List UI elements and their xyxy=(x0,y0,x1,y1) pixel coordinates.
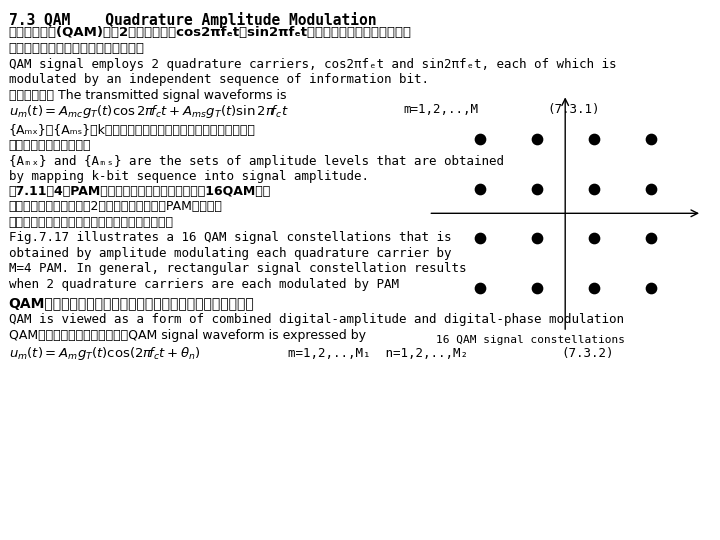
Text: {Aₘₓ}と{Aₘₛ}はkビット系列を信号の振幅にマッピングして獲: {Aₘₓ}と{Aₘₛ}はkビット系列を信号の振幅にマッピングして獲 xyxy=(9,124,256,137)
Point xyxy=(474,134,485,143)
Text: m=1,2,..,M₁  n=1,2,..,M₂: m=1,2,..,M₁ n=1,2,..,M₂ xyxy=(288,347,468,360)
Text: (7.3.2): (7.3.2) xyxy=(562,347,614,360)
Text: 16 QAM signal constellations: 16 QAM signal constellations xyxy=(436,335,624,345)
Point xyxy=(474,234,485,242)
Point xyxy=(531,283,542,292)
Text: M=4 PAM. In general, rectangular signal constellation results: M=4 PAM. In general, rectangular signal … xyxy=(9,262,466,275)
Text: は別の情報ビット系列で変調される。: は別の情報ビット系列で変調される。 xyxy=(9,42,145,55)
Text: modulated by an independent sequence of information bit.: modulated by an independent sequence of … xyxy=(9,73,428,86)
Text: (7.3.1): (7.3.1) xyxy=(547,103,600,116)
Point xyxy=(474,184,485,193)
Point xyxy=(531,134,542,143)
Text: m=1,2,..,M: m=1,2,..,M xyxy=(403,103,478,116)
Point xyxy=(645,184,657,193)
Point xyxy=(588,234,600,242)
Text: 図7.11は4値PAMで直交キャリアを振幅変調した16QAM信号: 図7.11は4値PAMで直交キャリアを振幅変調した16QAM信号 xyxy=(9,185,271,198)
Text: 7.3 QAM    Quadrature Amplitude Modulation: 7.3 QAM Quadrature Amplitude Modulation xyxy=(9,12,376,28)
Text: Fig.7.17 illustrates a 16 QAM signal constellations that is: Fig.7.17 illustrates a 16 QAM signal con… xyxy=(9,231,451,244)
Text: QAM signal employs 2 quadrature carriers, cos2πfₑt and sin2πfₑt, each of which i: QAM signal employs 2 quadrature carriers… xyxy=(9,58,616,71)
Text: られる信号レベルの組。: られる信号レベルの組。 xyxy=(9,139,91,152)
Text: by mapping k-bit sequence into signal amplitude.: by mapping k-bit sequence into signal am… xyxy=(9,170,369,183)
Text: QAMはデジタル振幅変調とデジタル位相変調の組み合わせ。: QAMはデジタル振幅変調とデジタル位相変調の組み合わせ。 xyxy=(9,296,254,310)
Text: $u_m(t)=A_m g_T(t)\cos(2\pi\!f_c t+\theta_n)$: $u_m(t)=A_m g_T(t)\cos(2\pi\!f_c t+\thet… xyxy=(9,345,200,361)
Text: {Aₘₓ} and {Aₘₛ} are the sets of amplitude levels that are obtained: {Aₘₓ} and {Aₘₛ} are the sets of amplitud… xyxy=(9,155,504,168)
Point xyxy=(645,234,657,242)
Point xyxy=(645,134,657,143)
Text: when 2 quadrature carriers are each modulated by PAM: when 2 quadrature carriers are each modu… xyxy=(9,278,399,291)
Text: obtained by amplitude modulating each quadrature carrier by: obtained by amplitude modulating each qu… xyxy=(9,247,451,260)
Point xyxy=(588,134,600,143)
Text: $u_m(t)=A_{mc}g_T(t)\cos 2\pi\!f_c t+A_{ms}g_T(t)\sin 2\pi\!f_c t$: $u_m(t)=A_{mc}g_T(t)\cos 2\pi\!f_c t+A_{… xyxy=(9,103,289,119)
Point xyxy=(474,283,485,292)
Point xyxy=(531,234,542,242)
Text: のコンスタレーション。2つの直交キャリアがPAMで変調さ: のコンスタレーション。2つの直交キャリアがPAMで変調さ xyxy=(9,200,222,213)
Point xyxy=(645,283,657,292)
Text: れると，方形の信号コンスタレーションとなる。: れると，方形の信号コンスタレーションとなる。 xyxy=(9,216,174,229)
Text: QAM is viewed as a form of combined digital-amplitude and digital-phase modulati: QAM is viewed as a form of combined digi… xyxy=(9,313,624,326)
Text: 送信信号波は The transmitted signal waveforms is: 送信信号波は The transmitted signal waveforms … xyxy=(9,89,286,102)
Point xyxy=(531,184,542,193)
Text: QAM信号は次の式で表される。QAM signal waveform is expressed by: QAM信号は次の式で表される。QAM signal waveform is ex… xyxy=(9,329,366,342)
Point xyxy=(588,283,600,292)
Text: 直交振幅変調(QAM)は、2つのキャリアcos2πfₑtとsin2πfₑtを使用。それぞれのキャリア: 直交振幅変調(QAM)は、2つのキャリアcos2πfₑtとsin2πfₑtを使用… xyxy=(9,26,412,39)
Point xyxy=(588,184,600,193)
